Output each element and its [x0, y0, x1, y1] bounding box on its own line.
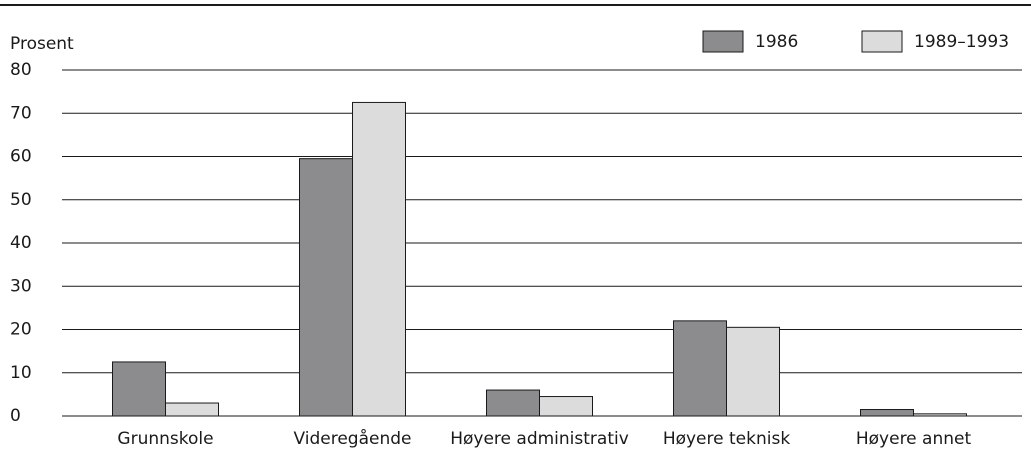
- bar: [299, 158, 353, 417]
- legend-label: 1989–1993: [914, 32, 1009, 52]
- x-tick-label: Høyere administrativ: [450, 429, 629, 449]
- bar: [913, 413, 967, 417]
- x-tick-label: Videregående: [294, 428, 412, 449]
- y-tick-label: 40: [10, 233, 32, 253]
- bar: [165, 402, 219, 417]
- y-tick-label: 60: [10, 147, 32, 167]
- y-tick-label: 20: [10, 320, 32, 340]
- y-tick-label: 50: [10, 190, 32, 210]
- bar: [539, 396, 593, 417]
- x-tick-label: Høyere teknisk: [663, 429, 791, 449]
- bar: [673, 320, 727, 417]
- y-tick-label: 10: [10, 363, 32, 383]
- bar: [726, 326, 780, 417]
- y-tick-label: 0: [10, 406, 21, 426]
- y-tick-label: 30: [10, 276, 32, 296]
- y-tick-label: 70: [10, 103, 32, 123]
- x-tick-label: Grunnskole: [117, 429, 213, 449]
- bar: [860, 409, 914, 417]
- legend-swatch: [861, 30, 903, 53]
- x-tick-label: Høyere annet: [856, 429, 972, 449]
- y-tick-label: 80: [10, 60, 32, 80]
- y-axis-label: Prosent: [10, 34, 74, 54]
- legend-label: 1986: [755, 32, 798, 52]
- bar: [352, 101, 406, 417]
- bar: [112, 361, 166, 417]
- legend-swatch: [702, 30, 744, 53]
- bar: [486, 389, 540, 417]
